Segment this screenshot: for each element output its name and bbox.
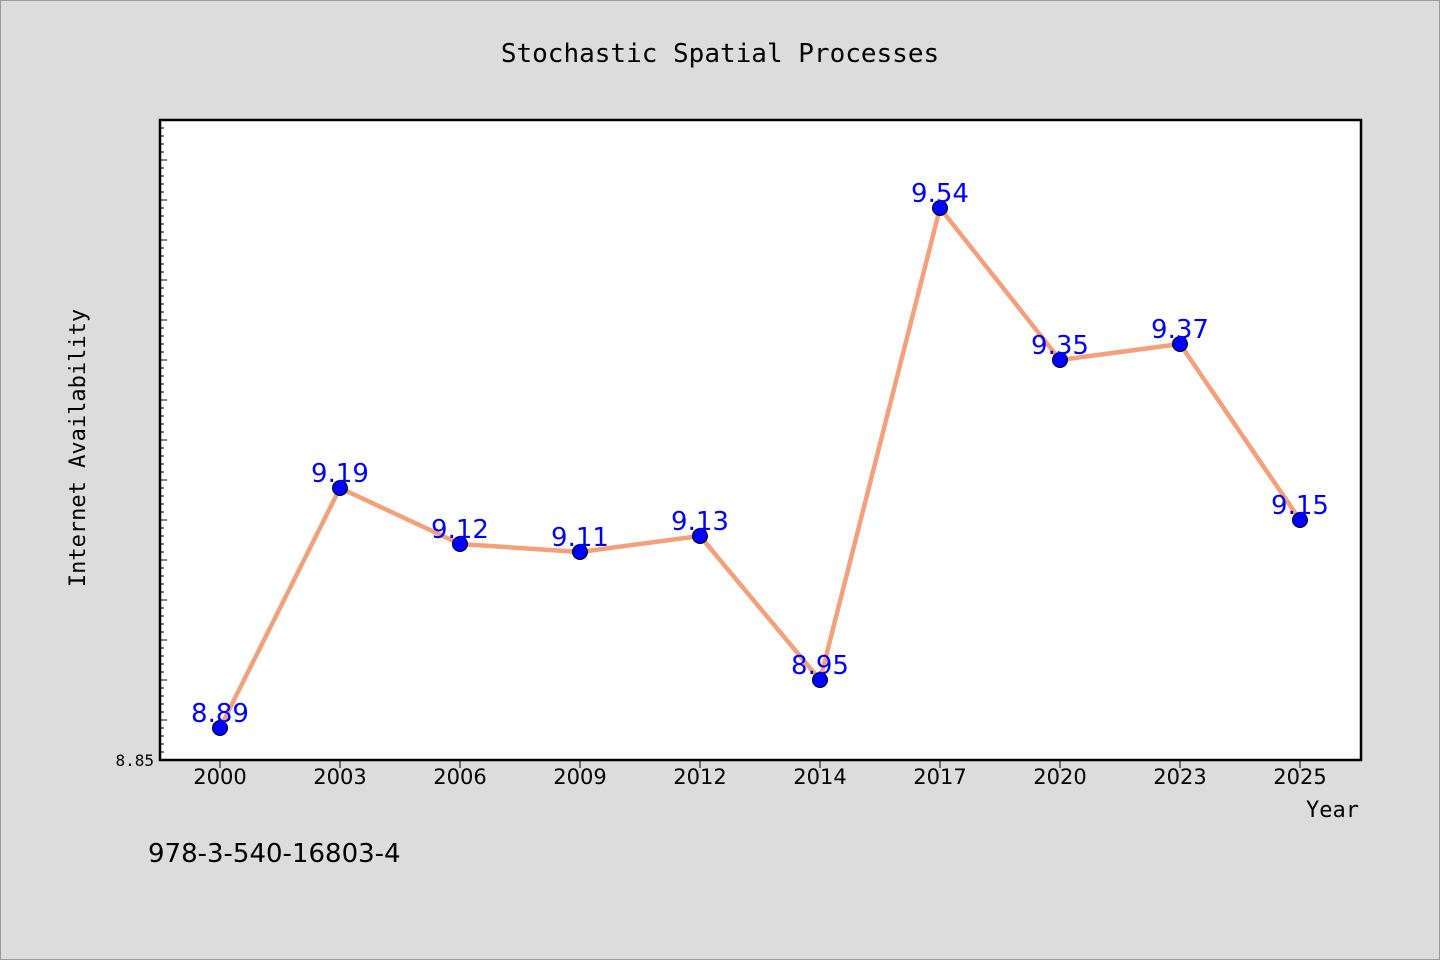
data-point-marker (332, 480, 348, 496)
data-point-marker (812, 672, 828, 688)
x-tick-label: 2009 (553, 765, 606, 789)
x-tick-label: 2000 (193, 765, 246, 789)
data-point-marker (212, 720, 228, 736)
x-tick-label: 2012 (673, 765, 726, 789)
x-axis-ticks: 2000 2003 2006 2009 2012 2014 2017 2020 2023 2025 (193, 760, 1327, 789)
chart-title: Stochastic Spatial Processes (501, 39, 939, 69)
x-axis-label: Year (1306, 798, 1359, 823)
data-value-label: 9.13 (671, 507, 729, 537)
data-value-label: 9.15 (1271, 491, 1329, 521)
data-value-label: 9.35 (1031, 331, 1089, 361)
data-point-marker (452, 536, 468, 552)
data-point-marker (692, 528, 708, 544)
data-point-marker (572, 544, 588, 560)
data-point-marker (1172, 336, 1188, 352)
data-point-marker (1292, 512, 1308, 528)
x-tick-label: 2020 (1033, 765, 1086, 789)
footer-isbn-text: 978-3-540-16803-4 (148, 839, 401, 869)
y-axis-ticks: 8.85 (115, 119, 167, 770)
data-point-marker (1052, 352, 1068, 368)
data-value-label: 9.11 (551, 523, 609, 553)
series-line (217, 205, 1302, 730)
x-tick-label: 2017 (913, 765, 966, 789)
x-tick-label: 2006 (433, 765, 486, 789)
data-value-label: 8.95 (791, 651, 849, 681)
x-tick-label: 2023 (1153, 765, 1206, 789)
data-value-label: 9.54 (911, 179, 969, 209)
x-tick-label: 2025 (1273, 765, 1326, 789)
data-point-marker (932, 200, 948, 216)
data-value-label: 9.12 (431, 515, 489, 545)
data-label-layer: 8.89 9.19 9.12 9.11 9.13 8.95 9.54 9.35 9.37 9.15 (191, 179, 1329, 729)
x-tick-label: 2014 (793, 765, 846, 789)
data-value-label: 9.19 (311, 459, 369, 489)
y-axis-label: Internet Availability (66, 309, 91, 587)
x-tick-label: 2003 (313, 765, 366, 789)
data-value-label: 9.37 (1151, 315, 1209, 345)
data-value-label: 8.89 (191, 699, 249, 729)
series-layer (212, 200, 1308, 736)
y-tick-label: 8.85 (115, 751, 154, 770)
plot-area (158, 118, 1363, 762)
